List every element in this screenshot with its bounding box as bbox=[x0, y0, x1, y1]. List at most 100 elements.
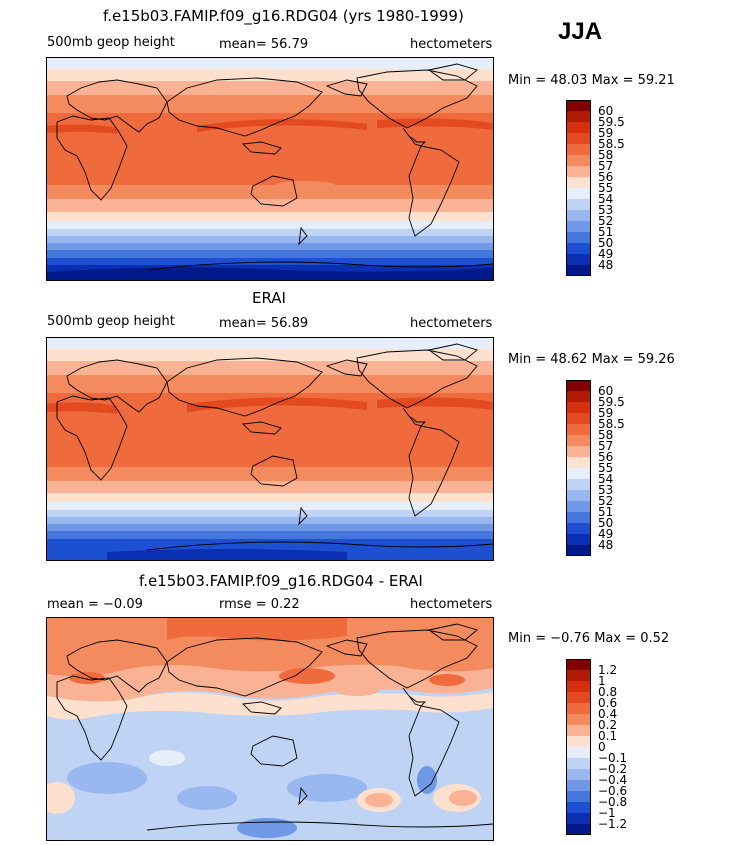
colorbar-swatch bbox=[566, 659, 591, 670]
colorbar-label: 59.5 bbox=[598, 115, 625, 129]
colorbar-swatch bbox=[566, 100, 591, 111]
colorbar-label: 55 bbox=[598, 181, 614, 195]
colorbar-swatch bbox=[566, 435, 591, 446]
colorbar-label: 51 bbox=[598, 225, 614, 239]
colorbar-swatch bbox=[566, 523, 591, 534]
panel-2-mean: mean= 56.89 bbox=[219, 316, 309, 331]
panel-1-title: f.e15b03.FAMIP.f09_g16.RDG04 (yrs 1980-1… bbox=[103, 7, 464, 25]
colorbar-label: 51 bbox=[598, 505, 614, 519]
panel-2-title: ERAI bbox=[252, 289, 286, 307]
colorbar-label: 50 bbox=[598, 236, 614, 250]
colorbar-label: 49 bbox=[598, 247, 614, 261]
colorbar-label: 54 bbox=[598, 472, 614, 486]
colorbar-swatch bbox=[566, 534, 591, 545]
colorbar-swatch bbox=[566, 479, 591, 490]
colorbar-swatch bbox=[566, 490, 591, 501]
colorbar-label: −0.4 bbox=[598, 773, 628, 787]
colorbar-label: 59 bbox=[598, 126, 614, 140]
colorbar-swatch bbox=[566, 512, 591, 523]
colorbar-swatch bbox=[566, 736, 591, 747]
colorbar-swatch bbox=[566, 824, 591, 835]
colorbar-label: 1.2 bbox=[598, 663, 618, 677]
colorbar-label: 60 bbox=[598, 384, 614, 398]
colorbar-label: 58.5 bbox=[598, 137, 625, 151]
panel-2-minmax: Min = 48.62 Max = 59.26 bbox=[508, 352, 675, 367]
panel-3-coastlines bbox=[56, 623, 493, 831]
colorbar-swatch bbox=[566, 446, 591, 457]
colorbar-label: 58 bbox=[598, 148, 614, 162]
colorbar-label: 56 bbox=[598, 450, 614, 464]
colorbar-label: 54 bbox=[598, 192, 614, 206]
panel-3-map bbox=[46, 617, 494, 841]
colorbar-label: 59.5 bbox=[598, 395, 625, 409]
colorbar-label: −0.8 bbox=[598, 795, 628, 809]
colorbar-swatch bbox=[566, 791, 591, 802]
colorbar-label: 0.8 bbox=[598, 685, 618, 699]
colorbar-label: 48 bbox=[598, 538, 614, 552]
colorbar-label: 58.5 bbox=[598, 417, 625, 431]
colorbar-swatch bbox=[566, 747, 591, 758]
colorbar-swatch bbox=[566, 714, 591, 725]
colorbar-swatch bbox=[566, 725, 591, 736]
colorbar-swatch bbox=[566, 457, 591, 468]
colorbar-swatch bbox=[566, 221, 591, 232]
panel-3-minmax: Min = −0.76 Max = 0.52 bbox=[508, 631, 670, 646]
colorbar-label: 0.2 bbox=[598, 718, 618, 732]
colorbar-label: 48 bbox=[598, 258, 614, 272]
colorbar-swatch bbox=[566, 501, 591, 512]
colorbar-swatch bbox=[566, 155, 591, 166]
colorbar-swatch bbox=[566, 802, 591, 813]
colorbar-label: 1 bbox=[598, 674, 606, 688]
colorbar-label: −0.1 bbox=[598, 751, 628, 765]
colorbar-swatch bbox=[566, 243, 591, 254]
colorbar-label: 58 bbox=[598, 428, 614, 442]
colorbar-swatch bbox=[566, 133, 591, 144]
panel-1-minmax: Min = 48.03 Max = 59.21 bbox=[508, 73, 675, 88]
panel-1-mean: mean= 56.79 bbox=[219, 37, 309, 52]
colorbar-label: 56 bbox=[598, 170, 614, 184]
panel-1-units: hectometers bbox=[410, 37, 493, 52]
panel-1-map bbox=[46, 57, 494, 281]
panel-3-units: hectometers bbox=[410, 597, 493, 612]
colorbar-swatch bbox=[566, 111, 591, 122]
panel-3-title: f.e15b03.FAMIP.f09_g16.RDG04 - ERAI bbox=[139, 572, 423, 590]
colorbar-label: 59 bbox=[598, 406, 614, 420]
colorbar-label: 57 bbox=[598, 159, 614, 173]
colorbar-label: 0 bbox=[598, 740, 606, 754]
panel-2-units: hectometers bbox=[410, 316, 493, 331]
colorbar-label: 0.6 bbox=[598, 696, 618, 710]
colorbar-swatch bbox=[566, 681, 591, 692]
colorbar-swatch bbox=[566, 199, 591, 210]
colorbar-swatch bbox=[566, 391, 591, 402]
colorbar-label: 55 bbox=[598, 461, 614, 475]
colorbar-label: 50 bbox=[598, 516, 614, 530]
colorbar-swatch bbox=[566, 769, 591, 780]
panel-3-mean: mean = −0.09 bbox=[47, 597, 143, 612]
colorbar-swatch bbox=[566, 122, 591, 133]
colorbar-label: 52 bbox=[598, 494, 614, 508]
panel-3-rmse: rmse = 0.22 bbox=[219, 597, 300, 612]
colorbar-swatch bbox=[566, 265, 591, 276]
colorbar-swatch bbox=[566, 144, 591, 155]
panel-2-map bbox=[46, 337, 494, 561]
colorbar-swatch bbox=[566, 545, 591, 556]
panel-1-coastlines bbox=[56, 63, 493, 271]
colorbar-swatch bbox=[566, 813, 591, 824]
colorbar-label: 53 bbox=[598, 483, 614, 497]
panel-1-field-label: 500mb geop height bbox=[47, 35, 175, 50]
colorbar-swatch bbox=[566, 758, 591, 769]
colorbar-swatch bbox=[566, 413, 591, 424]
colorbar-swatch bbox=[566, 468, 591, 479]
colorbar-label: −0.6 bbox=[598, 784, 628, 798]
colorbar-swatch bbox=[566, 188, 591, 199]
colorbar-label: 0.4 bbox=[598, 707, 618, 721]
colorbar-swatch bbox=[566, 210, 591, 221]
colorbar-label: 57 bbox=[598, 439, 614, 453]
colorbar-swatch bbox=[566, 166, 591, 177]
colorbar-swatch bbox=[566, 254, 591, 265]
colorbar-label: 49 bbox=[598, 527, 614, 541]
colorbar-label: 60 bbox=[598, 104, 614, 118]
colorbar-swatch bbox=[566, 402, 591, 413]
colorbar-label: 0.1 bbox=[598, 729, 618, 743]
season-label: JJA bbox=[558, 18, 603, 45]
